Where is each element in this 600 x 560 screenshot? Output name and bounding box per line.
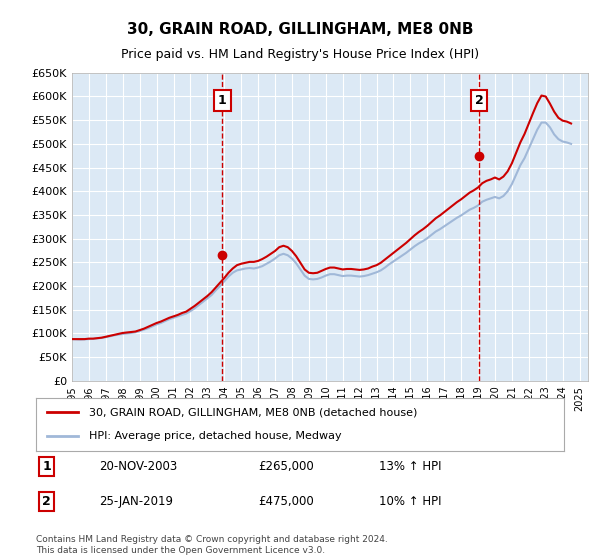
Text: £265,000: £265,000 xyxy=(258,460,314,473)
Text: 1: 1 xyxy=(218,94,227,107)
Text: 2: 2 xyxy=(42,494,51,508)
Text: 25-JAN-2019: 25-JAN-2019 xyxy=(100,494,173,508)
Text: HPI: Average price, detached house, Medway: HPI: Average price, detached house, Medw… xyxy=(89,431,341,441)
Text: 1: 1 xyxy=(42,460,51,473)
Text: £475,000: £475,000 xyxy=(258,494,314,508)
Text: 20-NOV-2003: 20-NOV-2003 xyxy=(100,460,178,473)
Text: 30, GRAIN ROAD, GILLINGHAM, ME8 0NB (detached house): 30, GRAIN ROAD, GILLINGHAM, ME8 0NB (det… xyxy=(89,408,417,418)
Text: 10% ↑ HPI: 10% ↑ HPI xyxy=(379,494,442,508)
Text: Contains HM Land Registry data © Crown copyright and database right 2024.: Contains HM Land Registry data © Crown c… xyxy=(36,535,388,544)
Text: This data is licensed under the Open Government Licence v3.0.: This data is licensed under the Open Gov… xyxy=(36,546,325,555)
Text: 30, GRAIN ROAD, GILLINGHAM, ME8 0NB: 30, GRAIN ROAD, GILLINGHAM, ME8 0NB xyxy=(127,22,473,38)
Text: Price paid vs. HM Land Registry's House Price Index (HPI): Price paid vs. HM Land Registry's House … xyxy=(121,48,479,60)
Text: 2: 2 xyxy=(475,94,484,107)
Text: 13% ↑ HPI: 13% ↑ HPI xyxy=(379,460,442,473)
